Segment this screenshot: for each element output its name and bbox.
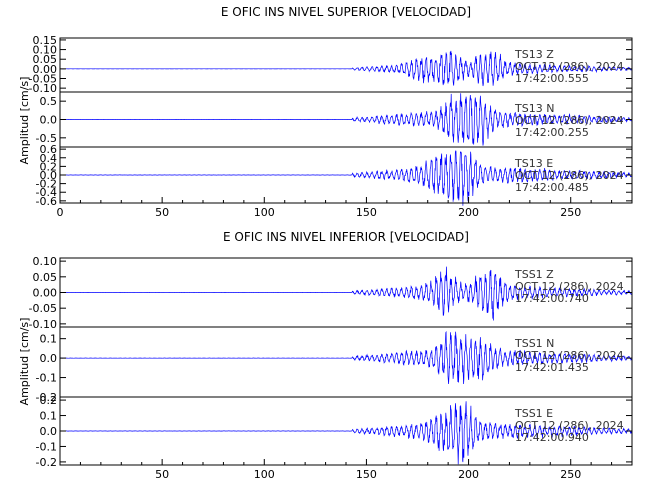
chart-1: E OFIC INS NIVEL INFERIOR [VELOCIDAD] 0.1… — [18, 230, 633, 481]
y-tick-label: 0.2 — [40, 394, 58, 407]
y-tick-label: 0.0 — [40, 352, 58, 365]
x-tick-label: 0 — [57, 206, 64, 219]
y-tick-label: -0.10 — [29, 82, 57, 95]
y-tick-label: -0.1 — [36, 372, 57, 385]
panel-annotation: OCT 12 (286), 2024 — [515, 114, 624, 127]
panel-annotation: 17:42:00.555 — [515, 72, 589, 85]
y-tick-label: 0.15 — [33, 34, 58, 47]
x-tick-label: 200 — [458, 468, 479, 481]
panel-annotation: 17:42:01.435 — [515, 361, 589, 374]
y-tick-label: 0.5 — [40, 95, 58, 108]
panel-annotation: 17:42:00.485 — [515, 181, 589, 194]
panel-annotation: 17:42:00.940 — [515, 431, 589, 444]
x-tick-label: 100 — [254, 206, 275, 219]
y-tick-label: 0.1 — [40, 410, 58, 423]
waveform-line — [59, 93, 633, 146]
y-tick-label: 0.05 — [33, 53, 58, 66]
waveform-line — [60, 150, 633, 206]
x-tick-label: 200 — [458, 206, 479, 219]
y-tick-label: -0.5 — [36, 132, 57, 145]
y-tick-label: 0.10 — [33, 255, 58, 268]
waveform-line — [59, 330, 633, 385]
panel-annotation: TSS1 Z — [514, 268, 554, 281]
chart-0: E OFIC INS NIVEL SUPERIOR [VELOCIDAD] 0.1… — [18, 5, 633, 219]
y-tick-label: 0.0 — [40, 114, 58, 127]
panel-annotation: OCT 12 (286), 2024 — [515, 60, 624, 73]
y-tick-label: 0.0 — [40, 169, 58, 182]
waveform-line — [60, 266, 633, 321]
y-tick-label: -0.2 — [36, 456, 57, 469]
y-axis-label: Amplitud [cm/s] — [18, 318, 31, 406]
panel-annotation: OCT 12 (286), 2024 — [515, 169, 624, 182]
y-tick-label: 0.00 — [33, 63, 58, 76]
y-tick-label: 0.0 — [40, 425, 58, 438]
panel-annotation: 17:42:00.255 — [515, 126, 589, 139]
y-tick-label: 0.05 — [33, 271, 58, 284]
y-tick-label: 0.1 — [40, 333, 58, 346]
y-tick-label: 0.00 — [33, 287, 58, 300]
x-tick-label: 250 — [560, 206, 581, 219]
panel-annotation: TS13 Z — [514, 48, 554, 61]
waveform-line — [60, 50, 633, 87]
panel-annotation: TSS1 N — [514, 337, 554, 350]
y-tick-label: 0.2 — [40, 160, 58, 173]
y-tick-label: -0.6 — [36, 195, 57, 208]
y-tick-label: 0.10 — [33, 44, 58, 57]
y-tick-label: -0.4 — [36, 186, 57, 199]
chart-title: E OFIC INS NIVEL INFERIOR [VELOCIDAD] — [223, 230, 469, 244]
y-axis-label: Amplitud [cm/s] — [18, 77, 31, 165]
y-tick-label: 0.6 — [40, 143, 58, 156]
x-tick-label: 50 — [155, 206, 169, 219]
y-tick-label: -0.2 — [36, 178, 57, 191]
panel-annotation: TS13 N — [514, 102, 554, 115]
y-tick-label: -0.05 — [29, 73, 57, 86]
chart-title: E OFIC INS NIVEL SUPERIOR [VELOCIDAD] — [221, 5, 471, 19]
panel-annotation: OCT 12 (286), 2024 — [515, 419, 624, 432]
panel-annotation: OCT 12 (286), 2024 — [515, 349, 624, 362]
y-tick-label: -0.2 — [36, 391, 57, 404]
panel-annotation: 17:42:00.740 — [515, 292, 589, 305]
panel-annotation: TSS1 E — [514, 407, 553, 420]
panel-annotation: TS13 E — [514, 157, 553, 170]
y-tick-label: -0.1 — [36, 440, 57, 453]
y-tick-label: -0.05 — [29, 302, 57, 315]
x-tick-label: 250 — [560, 468, 581, 481]
x-tick-label: 100 — [254, 468, 275, 481]
y-tick-label: -0.10 — [29, 318, 57, 331]
y-tick-label: 0.4 — [40, 152, 58, 165]
panel-annotation: OCT 12 (286), 2024 — [515, 280, 624, 293]
waveform-line — [60, 401, 633, 465]
x-tick-label: 50 — [155, 468, 169, 481]
x-tick-label: 150 — [356, 468, 377, 481]
x-tick-label: 150 — [356, 206, 377, 219]
